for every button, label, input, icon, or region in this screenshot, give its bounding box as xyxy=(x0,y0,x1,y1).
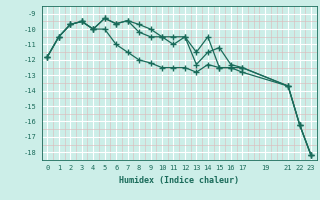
X-axis label: Humidex (Indice chaleur): Humidex (Indice chaleur) xyxy=(119,176,239,185)
